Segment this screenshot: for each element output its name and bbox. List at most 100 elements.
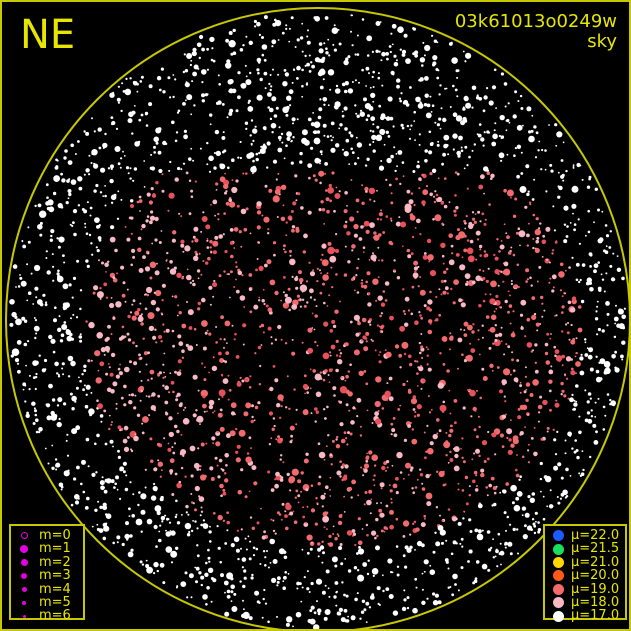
- star-mark: [222, 233, 225, 236]
- star-mark: [229, 296, 231, 299]
- star-mark: [459, 328, 462, 331]
- star-mark: [241, 557, 247, 562]
- star-mark: [85, 131, 90, 136]
- star-mark: [587, 209, 590, 213]
- star-mark: [380, 502, 382, 504]
- star-mark: [346, 488, 349, 491]
- star-mark: [423, 431, 426, 434]
- star-mark: [344, 127, 348, 131]
- star-mark: [263, 216, 270, 223]
- star-mark: [224, 250, 228, 254]
- star-mark: [429, 569, 436, 575]
- star-mark: [596, 305, 599, 308]
- star-mark: [417, 285, 420, 288]
- star-mark: [272, 519, 275, 522]
- star-mark: [44, 303, 48, 307]
- star-mark: [606, 393, 610, 396]
- star-mark: [338, 355, 342, 358]
- star-mark: [322, 78, 325, 81]
- star-mark: [274, 532, 277, 535]
- star-mark: [339, 422, 344, 427]
- star-mark: [452, 301, 456, 305]
- star-mark: [414, 577, 418, 581]
- star-mark: [388, 45, 392, 48]
- star-mark: [90, 392, 93, 394]
- star-mark: [485, 279, 489, 283]
- star-mark: [436, 418, 440, 422]
- star-mark: [601, 210, 604, 213]
- star-mark: [66, 433, 69, 436]
- star-mark: [228, 79, 234, 84]
- star-mark: [93, 285, 99, 291]
- star-mark: [86, 496, 90, 501]
- star-mark: [94, 508, 98, 512]
- star-mark: [303, 304, 307, 308]
- star-mark: [335, 84, 339, 88]
- star-mark: [39, 210, 47, 218]
- star-mark: [353, 314, 360, 321]
- star-mark: [183, 129, 187, 133]
- star-mark: [222, 491, 227, 496]
- star-mark: [88, 173, 91, 176]
- star-mark: [72, 221, 75, 225]
- star-mark: [269, 74, 272, 76]
- star-mark: [350, 420, 355, 425]
- brightness-legend-row: μ=19.0: [549, 582, 621, 596]
- star-mark: [430, 408, 433, 411]
- star-mark: [184, 571, 188, 575]
- star-mark: [595, 369, 600, 374]
- star-mark: [307, 328, 311, 332]
- star-mark: [226, 273, 229, 276]
- brightness-legend-row: μ=22.0: [549, 529, 621, 542]
- star-mark: [573, 228, 576, 232]
- star-mark: [309, 288, 314, 294]
- star-mark: [50, 234, 53, 238]
- star-mark: [511, 358, 514, 362]
- star-mark: [421, 200, 426, 205]
- star-mark: [513, 284, 519, 289]
- star-mark: [393, 61, 399, 67]
- star-mark: [564, 439, 567, 442]
- star-mark: [400, 123, 404, 127]
- star-mark: [270, 85, 273, 88]
- star-mark: [551, 249, 555, 252]
- star-mark: [256, 201, 262, 207]
- star-mark: [317, 482, 321, 486]
- star-mark: [378, 259, 380, 262]
- star-mark: [345, 374, 349, 379]
- star-mark: [539, 395, 543, 399]
- star-mark: [91, 149, 98, 156]
- star-mark: [483, 95, 488, 100]
- star-mark: [582, 468, 585, 472]
- star-mark: [211, 365, 218, 372]
- star-mark: [74, 400, 77, 403]
- star-mark: [181, 349, 185, 354]
- star-mark: [366, 409, 369, 412]
- star-mark: [291, 81, 294, 84]
- star-mark: [339, 300, 341, 303]
- star-mark: [254, 590, 260, 596]
- star-mark: [406, 547, 412, 553]
- star-mark: [34, 413, 38, 417]
- star-mark: [242, 585, 245, 588]
- star-mark: [294, 46, 297, 48]
- star-mark: [32, 422, 36, 425]
- star-mark: [147, 351, 151, 355]
- star-mark: [621, 340, 626, 345]
- star-mark: [163, 437, 166, 440]
- star-mark: [369, 86, 372, 89]
- star-mark: [19, 274, 21, 276]
- star-mark: [309, 368, 312, 371]
- star-mark: [150, 166, 156, 171]
- star-mark: [307, 117, 312, 122]
- star-mark: [149, 276, 153, 280]
- star-mark: [225, 201, 230, 206]
- star-mark: [26, 263, 29, 266]
- star-mark: [401, 53, 406, 57]
- star-mark: [377, 276, 380, 279]
- star-mark: [393, 433, 398, 438]
- star-mark: [409, 545, 413, 549]
- star-mark: [187, 345, 194, 351]
- star-mark: [108, 363, 110, 365]
- star-mark: [330, 121, 335, 126]
